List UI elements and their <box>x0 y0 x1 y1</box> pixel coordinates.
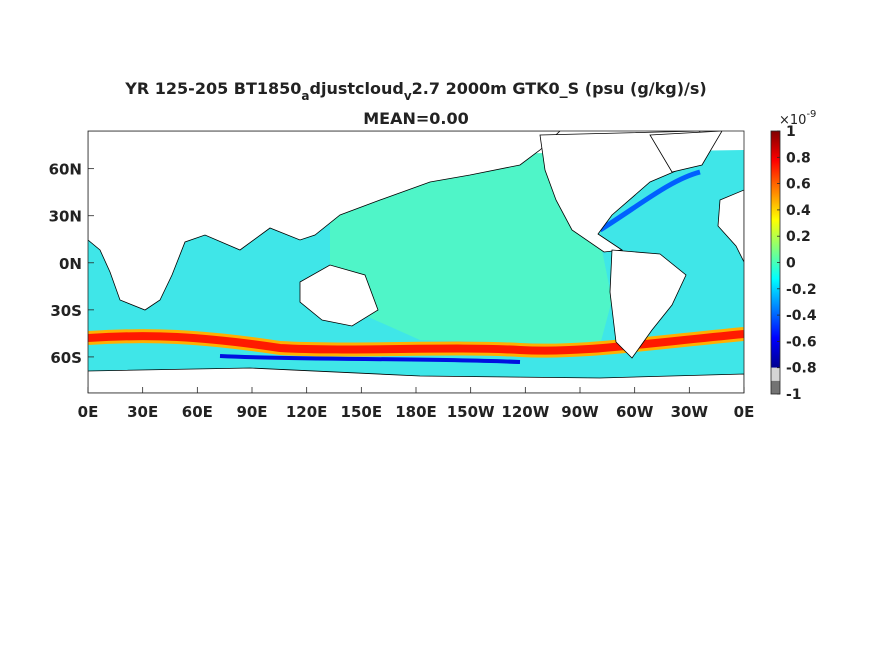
colorbar-tick-label: 0 <box>786 256 796 272</box>
colorbar-exponent: ×10-9 <box>779 109 816 128</box>
colorbar-tick-label: 0.8 <box>786 150 811 166</box>
y-tick-label: 60S <box>50 349 82 367</box>
title-subscript: a <box>301 89 309 103</box>
colorbar-tick-label: -0.4 <box>786 308 817 324</box>
exponent-base: ×10 <box>779 113 806 128</box>
x-tick-label: 150W <box>447 403 495 421</box>
title-segment: 2.7 2000m GTK0_S (psu (g/kg)/s) <box>412 79 707 98</box>
colorbar-tick-label: -0.6 <box>786 334 817 350</box>
y-tick-label: 30S <box>50 302 82 320</box>
y-tick-label: 0N <box>59 255 82 273</box>
colorbar-tick-label: -0.2 <box>786 282 817 298</box>
colorbar-tick-label: -1 <box>786 387 802 403</box>
colorbar-gradient <box>771 131 780 368</box>
colorbar-under <box>771 367 780 381</box>
colorbar-tick-label: 0.6 <box>786 177 811 193</box>
pacific-field <box>330 150 612 345</box>
colorbar-tick-label: 1 <box>786 124 796 140</box>
x-tick-label: 120E <box>286 403 328 421</box>
southern-blue <box>219 354 521 364</box>
x-tick-label: 150E <box>341 403 383 421</box>
colorbar-tick-label: 0.4 <box>786 203 811 219</box>
x-tick-label: 60W <box>616 403 654 421</box>
colorbar-under <box>771 380 780 394</box>
x-tick-label: 180E <box>395 403 437 421</box>
map-title: YR 125-205 BT1850adjustcloudv2.7 2000m G… <box>124 79 706 103</box>
colorbar: -1 -0.8 -0.6 -0.4 -0.2 0 0.2 0.4 0.6 0.8 1×10-9 <box>770 109 817 403</box>
map-subtitle: MEAN=0.00 <box>363 109 469 128</box>
colorbar-tick-label: -0.8 <box>786 361 817 377</box>
x-tick-label: 60E <box>182 403 213 421</box>
map-field <box>88 131 744 393</box>
gulf-stream <box>598 169 701 233</box>
x-tick-label: 90E <box>236 403 267 421</box>
y-tick-label: 30N <box>49 208 82 226</box>
x-tick-label: 0E <box>78 403 99 421</box>
x-tick-label: 30E <box>127 403 158 421</box>
title-segment: YR 125-205 BT1850 <box>124 79 301 98</box>
x-tick-label: 90W <box>561 403 599 421</box>
x-tick-label: 30W <box>671 403 709 421</box>
exponent-power: -9 <box>806 109 816 120</box>
title-segment: djustcloud <box>310 79 404 98</box>
land <box>88 131 744 393</box>
colorbar-tick-label: 0.2 <box>786 229 811 245</box>
southern-band <box>88 330 744 355</box>
x-tick-label: 0E <box>734 403 755 421</box>
y-tick-label: 60N <box>49 161 82 179</box>
title-subscript: v <box>404 89 412 103</box>
x-tick-label: 120W <box>501 403 549 421</box>
